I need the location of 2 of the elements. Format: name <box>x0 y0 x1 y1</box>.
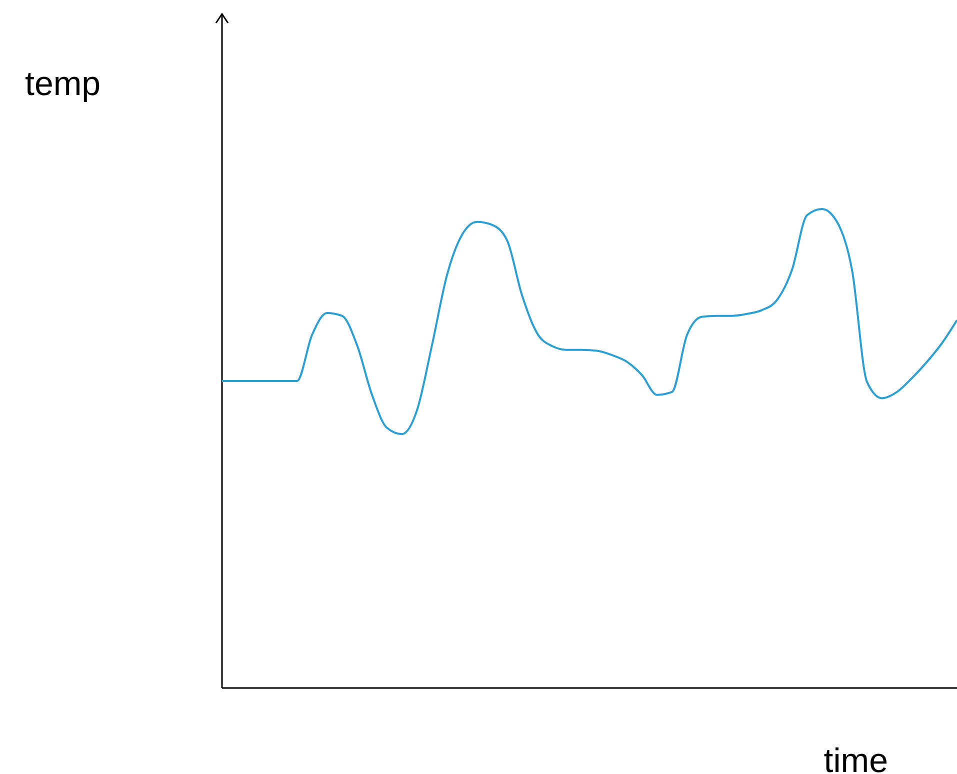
x-axis-title: time <box>824 742 888 774</box>
y-axis-title: temp <box>25 65 101 103</box>
